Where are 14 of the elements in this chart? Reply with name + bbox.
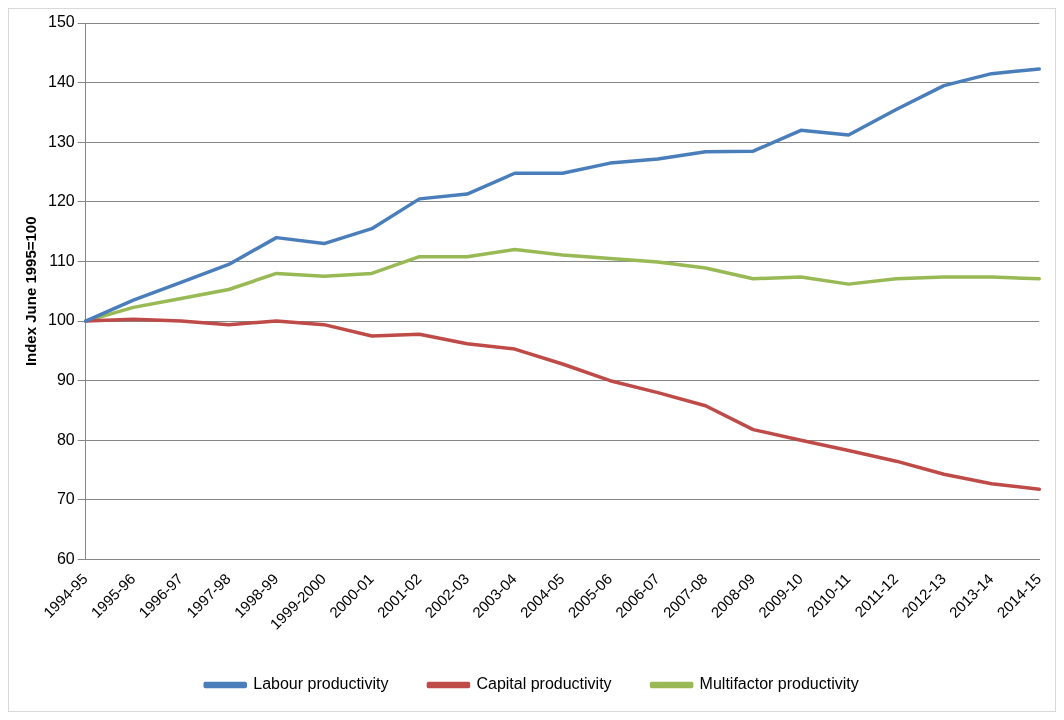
y-tick-label: 80 [56,430,75,448]
y-tick-label: 100 [47,311,75,329]
y-tick-label: 60 [56,549,75,567]
y-axis-title: Index June 1995=100 [22,216,40,367]
legend-label: Labour productivity [253,675,389,693]
y-tick-label: 120 [47,192,75,210]
legend-label: Capital productivity [476,675,612,693]
legend-label: Multifactor productivity [699,675,859,693]
y-tick-label: 140 [47,73,75,91]
y-tick-label: 110 [49,251,75,269]
y-tick-label: 90 [56,371,75,389]
y-tick-label: 70 [56,490,75,508]
y-tick-label: 150 [47,13,75,31]
y-tick-label: 130 [47,132,75,150]
